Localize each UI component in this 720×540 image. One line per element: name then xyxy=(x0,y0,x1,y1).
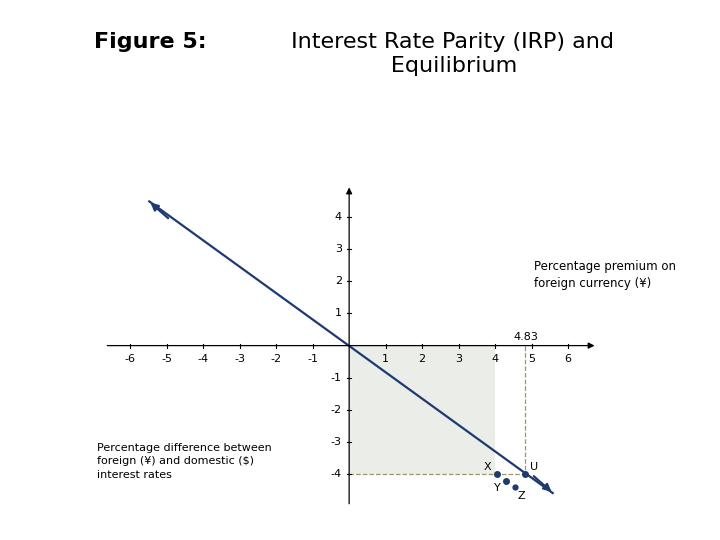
Text: -5: -5 xyxy=(161,354,172,363)
Text: X: X xyxy=(484,462,492,472)
Text: Interest Rate Parity (IRP) and
               Equilibrium: Interest Rate Parity (IRP) and Equilibri… xyxy=(284,32,614,76)
Text: 1: 1 xyxy=(382,354,389,363)
Text: Z: Z xyxy=(517,491,525,501)
Text: -6: -6 xyxy=(125,354,135,363)
Text: U: U xyxy=(530,462,538,472)
Text: -1: -1 xyxy=(331,373,342,383)
Text: -2: -2 xyxy=(330,405,342,415)
Text: 2: 2 xyxy=(418,354,426,363)
Text: 5: 5 xyxy=(528,354,535,363)
Text: Percentage premium on
foreign currency (¥): Percentage premium on foreign currency (… xyxy=(534,260,675,290)
Text: 3: 3 xyxy=(335,244,342,254)
Text: 4: 4 xyxy=(335,212,342,222)
Text: 1: 1 xyxy=(335,308,342,319)
Text: Y: Y xyxy=(494,483,500,493)
Text: -1: -1 xyxy=(307,354,318,363)
Text: 4: 4 xyxy=(492,354,499,363)
Text: -4: -4 xyxy=(330,469,342,480)
Text: 3: 3 xyxy=(455,354,462,363)
Text: Figure 5:: Figure 5: xyxy=(94,32,206,52)
Text: -4: -4 xyxy=(197,354,209,363)
Text: 6: 6 xyxy=(564,354,572,363)
Bar xyxy=(349,346,495,474)
Text: 2: 2 xyxy=(335,276,342,286)
Text: 4.83: 4.83 xyxy=(513,332,538,342)
Text: -3: -3 xyxy=(234,354,245,363)
Text: -2: -2 xyxy=(271,354,282,363)
Text: Percentage difference between
foreign (¥) and domestic ($)
interest rates: Percentage difference between foreign (¥… xyxy=(97,443,272,480)
Text: -3: -3 xyxy=(331,437,342,447)
